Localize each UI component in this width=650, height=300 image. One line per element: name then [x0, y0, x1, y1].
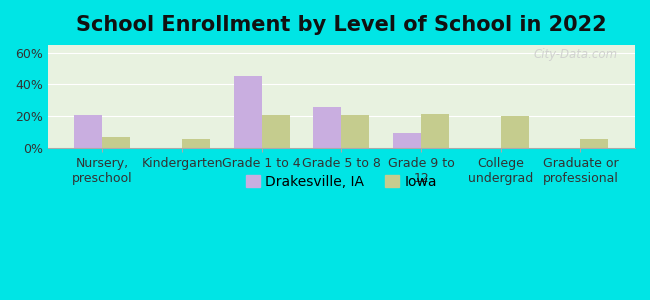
- Bar: [262, 116, 289, 148]
- Bar: [421, 114, 449, 148]
- Bar: [580, 139, 608, 148]
- Bar: [500, 116, 528, 148]
- Title: School Enrollment by Level of School in 2022: School Enrollment by Level of School in …: [76, 15, 606, 35]
- Legend: Drakesville, IA, Iowa: Drakesville, IA, Iowa: [240, 169, 443, 194]
- Bar: [313, 107, 341, 148]
- Bar: [393, 133, 421, 148]
- Bar: [341, 116, 369, 148]
- Bar: [102, 137, 130, 148]
- Bar: [75, 116, 102, 148]
- Text: City-Data.com: City-Data.com: [533, 48, 618, 61]
- Bar: [182, 139, 210, 148]
- Bar: [234, 76, 262, 148]
